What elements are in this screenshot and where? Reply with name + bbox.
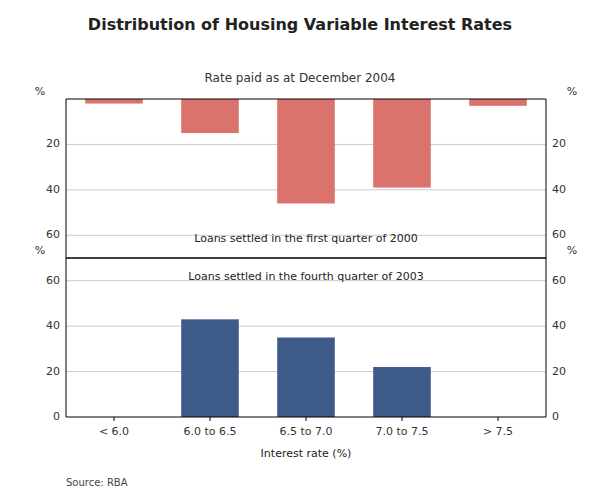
annotation: Loans settled in the fourth quarter of 2… bbox=[188, 270, 423, 283]
x-tick bbox=[498, 417, 499, 421]
y2-tick-label: 40 bbox=[552, 183, 566, 196]
title: Distribution of Housing Variable Interes… bbox=[88, 15, 512, 34]
x-tick-label: > 7.5 bbox=[483, 425, 513, 438]
subtitle: Rate paid as at December 2004 bbox=[205, 71, 396, 85]
top-axis-line bbox=[66, 99, 546, 100]
y-tick-label: 20 bbox=[46, 365, 60, 378]
y-tick-label: 60 bbox=[46, 274, 60, 287]
y-axis-label: % bbox=[35, 244, 45, 257]
x-tick bbox=[114, 417, 115, 421]
x-tick bbox=[306, 417, 307, 421]
y2-axis-label: % bbox=[567, 244, 577, 257]
y2-axis-line bbox=[546, 258, 547, 417]
bar bbox=[373, 367, 431, 417]
x-tick-label: 7.0 to 7.5 bbox=[375, 425, 428, 438]
y2-tick-label: 40 bbox=[552, 319, 566, 332]
y2-tick-label: 60 bbox=[552, 274, 566, 287]
bar bbox=[277, 338, 335, 418]
annotation: Loans settled in the first quarter of 20… bbox=[194, 232, 418, 245]
bar bbox=[181, 319, 239, 417]
source: Source: RBA bbox=[66, 477, 128, 488]
y-tick-label: 40 bbox=[46, 319, 60, 332]
y-axis-label: % bbox=[35, 85, 45, 98]
y-tick-label: 20 bbox=[46, 137, 60, 150]
bar bbox=[181, 99, 239, 133]
grid-line bbox=[66, 326, 546, 327]
bars bbox=[85, 99, 527, 203]
bar bbox=[277, 99, 335, 203]
bar bbox=[85, 99, 143, 104]
divider bbox=[66, 257, 546, 259]
y-tick-label: 60 bbox=[46, 228, 60, 241]
y-tick-label: 40 bbox=[46, 183, 60, 196]
y-axis-line bbox=[66, 99, 67, 258]
y-axis-line bbox=[66, 258, 67, 417]
x-tick bbox=[402, 417, 403, 421]
y2-tick-label: 0 bbox=[552, 410, 559, 423]
y2-tick-label: 20 bbox=[552, 365, 566, 378]
bar bbox=[469, 99, 527, 106]
bar bbox=[373, 99, 431, 188]
y2-axis-label: % bbox=[567, 85, 577, 98]
x-tick-label: 6.5 to 7.0 bbox=[279, 425, 332, 438]
y2-tick-label: 20 bbox=[552, 137, 566, 150]
chart: Distribution of Housing Variable Interes… bbox=[0, 0, 600, 496]
bars bbox=[181, 319, 431, 417]
y2-tick-label: 60 bbox=[552, 228, 566, 241]
x-tick-label: 6.0 to 6.5 bbox=[183, 425, 236, 438]
x-tick bbox=[210, 417, 211, 421]
y2-axis-line bbox=[546, 99, 547, 258]
x-axis-label: Interest rate (%) bbox=[261, 447, 352, 460]
x-tick-label: < 6.0 bbox=[99, 425, 129, 438]
y-tick-label: 0 bbox=[53, 410, 60, 423]
